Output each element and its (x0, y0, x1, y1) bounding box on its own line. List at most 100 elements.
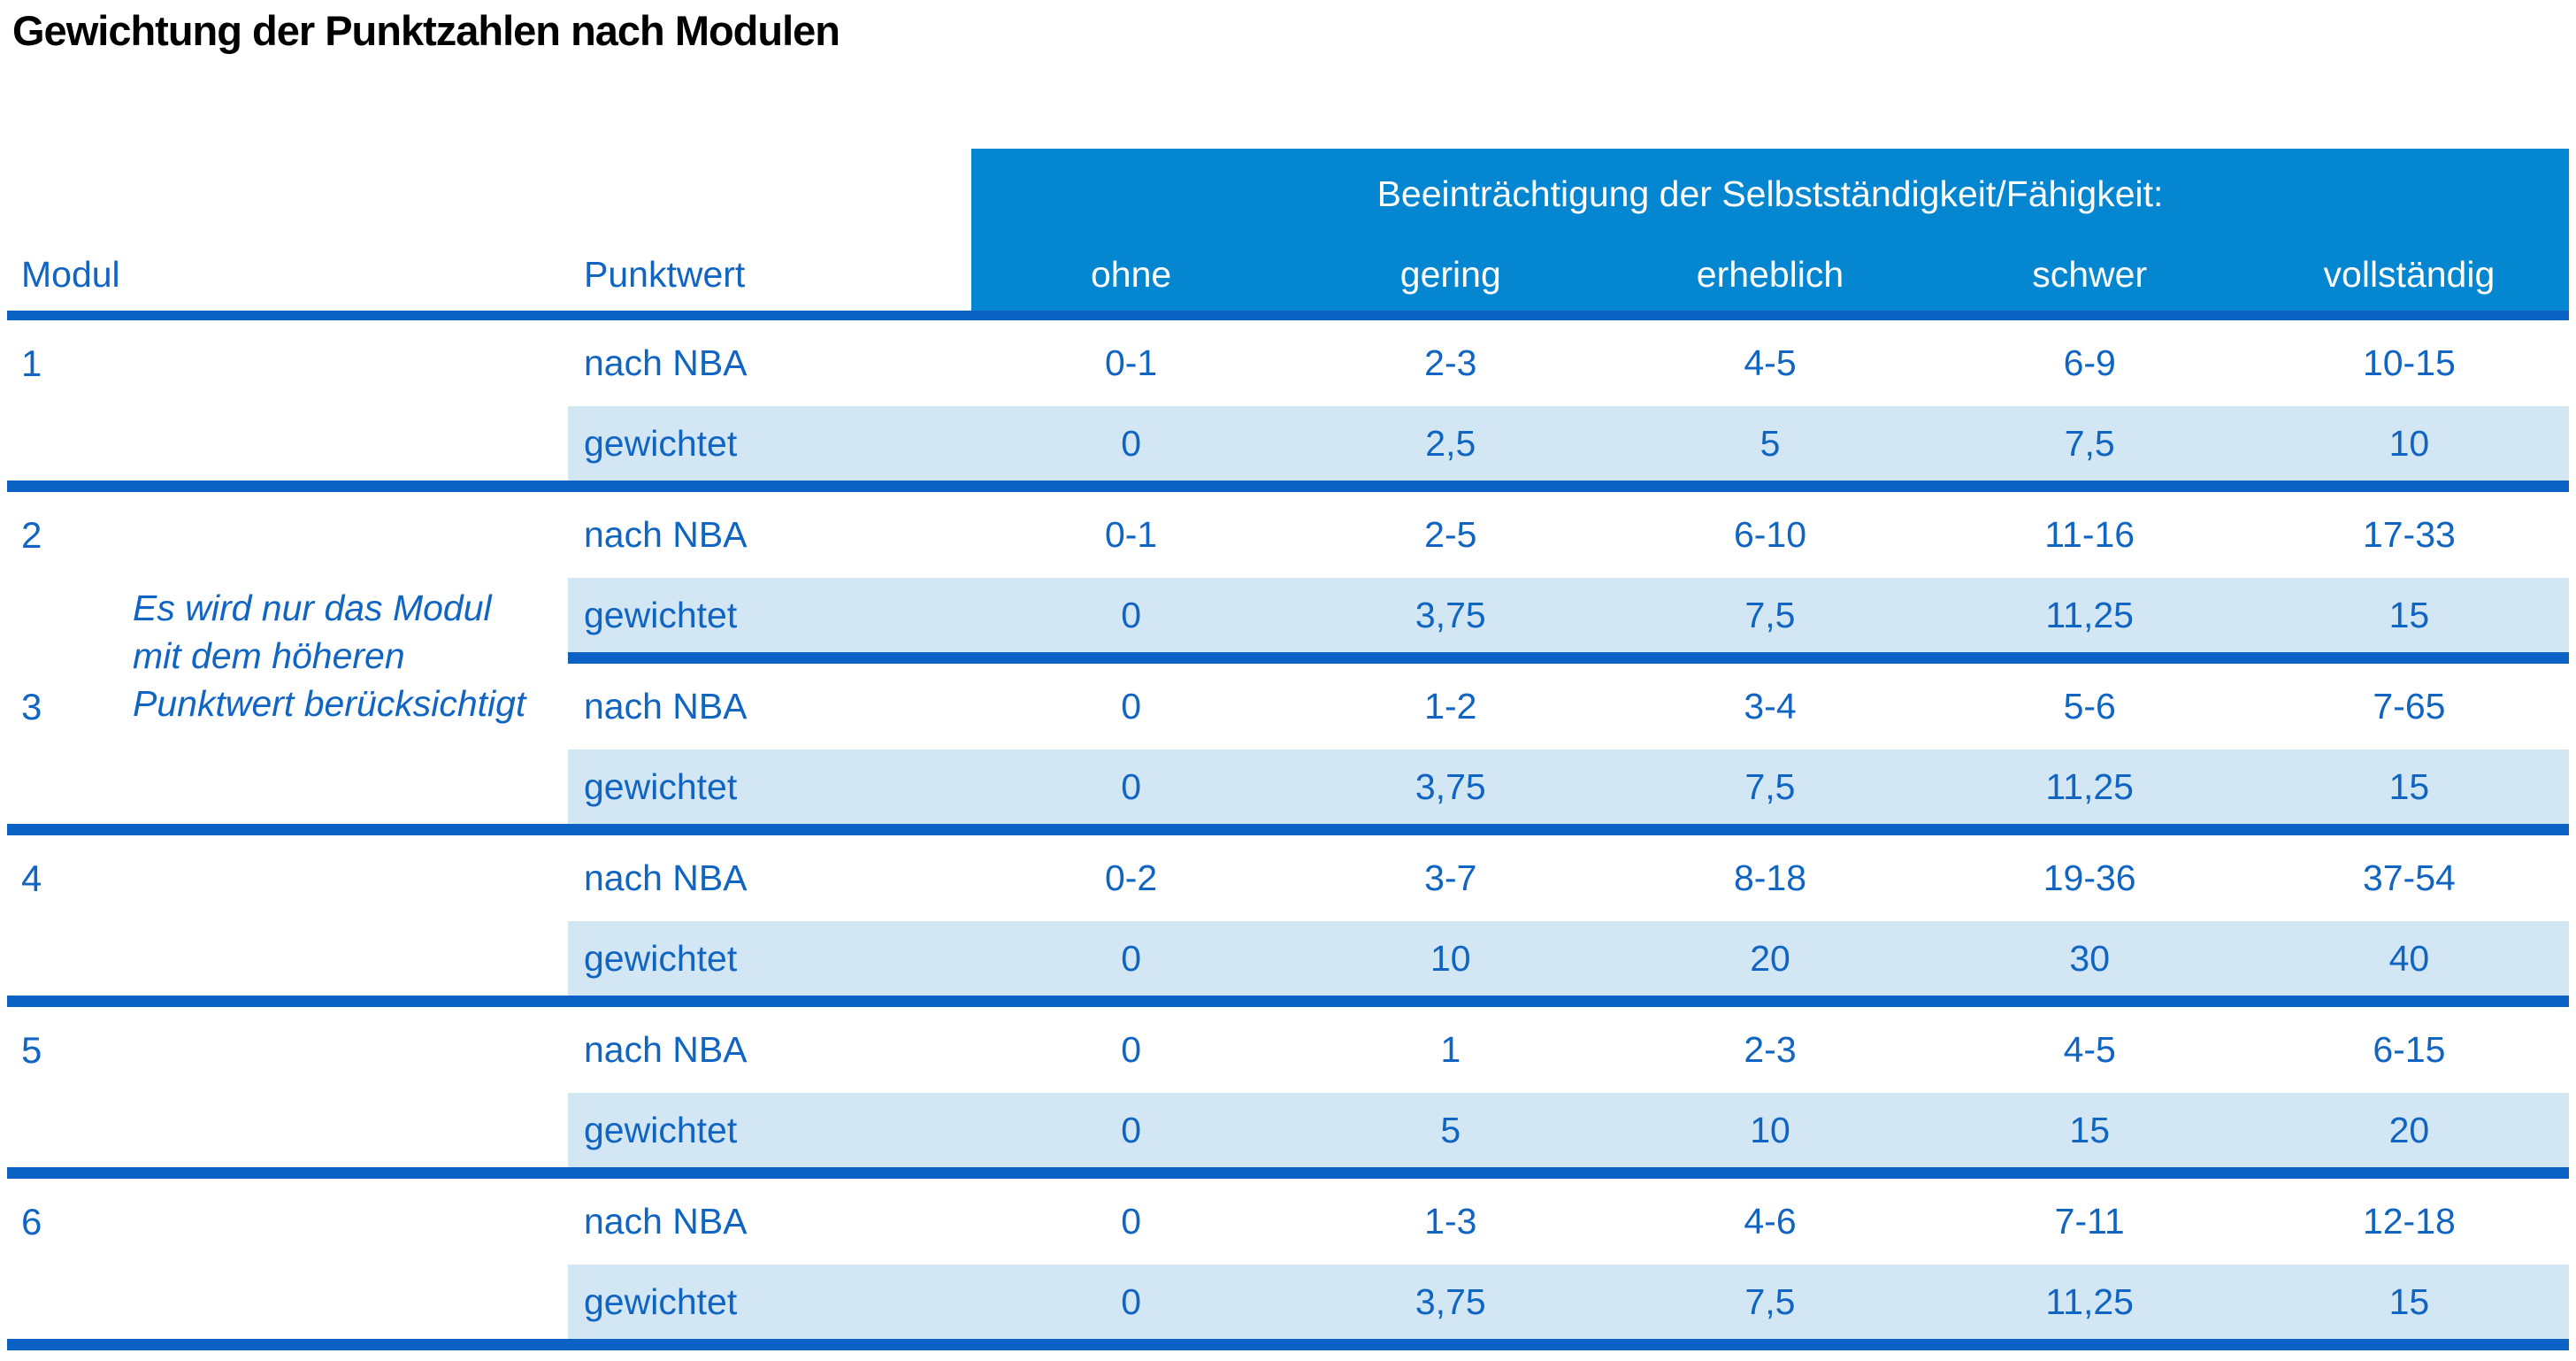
cell-value: 11-16 (2044, 514, 2135, 556)
row-label-weighted: gewichtet (568, 406, 971, 481)
cell-value: 20 (1610, 921, 1930, 996)
modul-number: 1 (21, 342, 42, 384)
table-row-modul4-nba: 4 nach NBA 0-2 3-7 8-18 19-36 37-54 (7, 835, 2569, 921)
cell-value: 7,5 (1610, 578, 1930, 653)
module-separator-line (7, 481, 2569, 493)
cell-value: 0 (1121, 1029, 1141, 1071)
cell-value: 0 (1121, 686, 1141, 727)
row-label-nba: nach NBA (584, 1029, 748, 1071)
table-row-modul2-weighted: gewichtet 0 3,75 7,5 11,25 15 (7, 578, 2569, 653)
cell-value: 0 (971, 406, 1292, 481)
column-header-schwer: schwer (1929, 239, 2250, 311)
cell-value: 4-5 (2063, 1029, 2116, 1071)
column-header-gering: gering (1291, 239, 1611, 311)
cell-value: 1-2 (1424, 686, 1477, 727)
cell-value: 15 (2249, 1265, 2569, 1340)
cell-value: 1 (1440, 1029, 1461, 1071)
table-row-modul5-nba: 5 nach NBA 0 1 2-3 4-5 6-15 (7, 1007, 2569, 1093)
table-row-modul5-weighted: gewichtet 0 5 10 15 20 (7, 1093, 2569, 1168)
cell-value: 7,5 (1610, 1265, 1930, 1340)
cell-value: 7,5 (1929, 406, 2250, 481)
module-separator-line (7, 824, 2569, 836)
cell-value: 37-54 (2362, 857, 2456, 899)
cell-value: 5-6 (2063, 686, 2116, 727)
cell-value: 17-33 (2362, 514, 2456, 556)
row-label-nba: nach NBA (584, 1201, 748, 1242)
cell-value: 6-10 (1733, 514, 1807, 556)
module-separator-line (7, 996, 2569, 1008)
cell-value: 12-18 (2362, 1201, 2456, 1242)
cell-value: 0 (971, 921, 1292, 996)
cell-value: 3,75 (1291, 578, 1611, 653)
cell-value: 7-11 (2054, 1201, 2125, 1242)
cell-value: 0-2 (1104, 857, 1158, 899)
table-row-modul6-nba: 6 nach NBA 0 1-3 4-6 7-11 12-18 (7, 1179, 2569, 1265)
modul-number: 6 (21, 1200, 42, 1242)
table-row-modul1-nba: 1 nach NBA 0-1 2-3 4-5 6-9 10-15 (7, 320, 2569, 406)
column-header-modul: Modul (21, 254, 120, 296)
column-header-ohne: ohne (971, 239, 1292, 311)
row-label-weighted: gewichtet (568, 1265, 971, 1340)
header-divider-line (7, 311, 2569, 321)
row-label-nba: nach NBA (584, 342, 748, 384)
table-row-modul1-weighted: gewichtet 0 2,5 5 7,5 10 (7, 406, 2569, 481)
table-header-row: Modul Punktwert ohne gering erheblich sc… (7, 239, 2569, 311)
row-label-weighted: gewichtet (568, 578, 971, 653)
cell-value: 0-1 (1104, 342, 1158, 384)
cell-value: 11,25 (1929, 578, 2250, 653)
column-header-punktwert: Punktwert (584, 254, 746, 296)
cell-value: 10 (1291, 921, 1611, 996)
modul-number: 2 (21, 513, 42, 556)
cell-value: 19-36 (2043, 857, 2136, 899)
cell-value: 3,75 (1291, 750, 1611, 825)
cell-value: 7,5 (1610, 750, 1930, 825)
cell-value: 6-9 (2063, 342, 2116, 384)
column-header-erheblich: erheblich (1610, 239, 1930, 311)
cell-value: 0 (971, 750, 1292, 825)
page-title: Gewichtung der Punktzahlen nach Modulen (12, 7, 840, 54)
cell-value: 2-3 (1424, 342, 1477, 384)
table-row-modul3-nba: 3 nach NBA 0 1-2 3-4 5-6 7-65 (7, 664, 2569, 750)
cell-value: 15 (2249, 750, 2569, 825)
cell-value: 11,25 (1929, 750, 2250, 825)
table-row-modul2-nba: 2 nach NBA 0-1 2-5 6-10 11-16 17-33 (7, 492, 2569, 578)
cell-value: 6-15 (2373, 1029, 2446, 1071)
cell-value: 40 (2249, 921, 2569, 996)
table-row-modul3-weighted: gewichtet 0 3,75 7,5 11,25 15 (7, 750, 2569, 825)
cell-value: 0 (1121, 1201, 1141, 1242)
cell-value: 0 (971, 578, 1292, 653)
row-label-weighted: gewichtet (568, 750, 971, 825)
modules-2-3-note: Es wird nur das Modul mit dem höheren Pu… (133, 588, 526, 725)
cell-value: 5 (1291, 1093, 1611, 1168)
cell-value: 10-15 (2362, 342, 2456, 384)
cell-value: 11,25 (1929, 1265, 2250, 1340)
cell-value: 0 (971, 1093, 1292, 1168)
header-spacer (7, 149, 568, 239)
modul-number: 4 (21, 857, 42, 899)
cell-value: 2,5 (1291, 406, 1611, 481)
row-label-weighted: gewichtet (568, 921, 971, 996)
row-label-nba: nach NBA (584, 686, 748, 727)
modul-number: 3 (21, 685, 42, 727)
cell-value: 20 (2249, 1093, 2569, 1168)
cell-value: 10 (2249, 406, 2569, 481)
cell-value: 5 (1610, 406, 1930, 481)
cell-value: 4-5 (1744, 342, 1797, 384)
cell-value: 30 (1929, 921, 2250, 996)
module-separator-line-partial (568, 652, 2569, 665)
weighting-table: Beeinträchtigung der Selbstständigkeit/F… (7, 149, 2569, 1351)
table-row-modul6-weighted: gewichtet 0 3,75 7,5 11,25 15 (7, 1265, 2569, 1340)
table-row-modul4-weighted: gewichtet 0 10 20 30 40 (7, 921, 2569, 996)
cell-value: 3-4 (1744, 686, 1797, 727)
modul-number: 5 (21, 1028, 42, 1071)
header-spacer (568, 149, 971, 239)
impairment-span-header: Beeinträchtigung der Selbstständigkeit/F… (971, 149, 2569, 240)
cell-value: 7-65 (2373, 686, 2446, 727)
table-header-span-row: Beeinträchtigung der Selbstständigkeit/F… (7, 149, 2569, 240)
row-label-nba: nach NBA (584, 514, 748, 556)
cell-value: 3-7 (1424, 857, 1477, 899)
column-header-vollstaendig: vollständig (2249, 239, 2569, 311)
module-separator-line (7, 1167, 2569, 1180)
table-bottom-line (7, 1339, 2569, 1351)
cell-value: 0-1 (1104, 514, 1158, 556)
